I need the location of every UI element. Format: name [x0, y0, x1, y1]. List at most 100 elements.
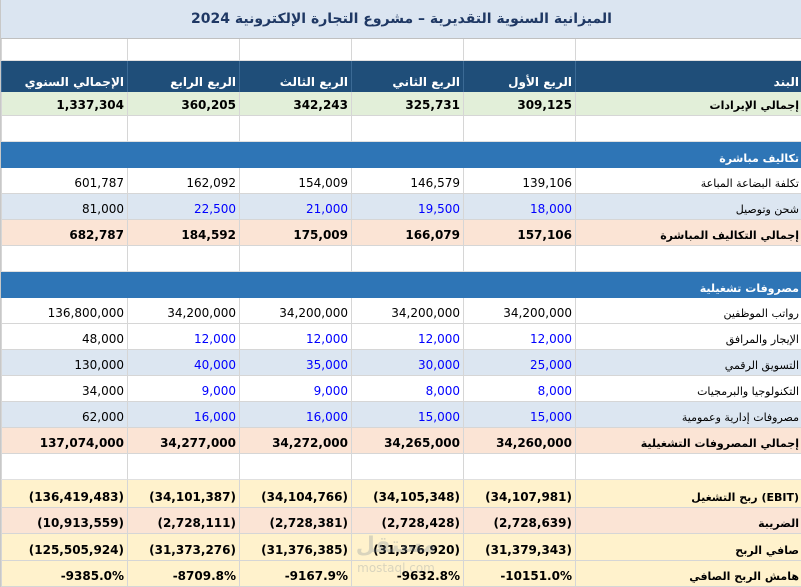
cell-value[interactable]: 15,000: [463, 402, 575, 428]
cell-value[interactable]: 34,277,000: [127, 428, 239, 454]
cell-value[interactable]: 16,000: [127, 402, 239, 428]
cell-value[interactable]: (34,105,348): [351, 480, 463, 508]
cell-value[interactable]: 22,500: [127, 194, 239, 220]
row-label[interactable]: إجمالي التكاليف المباشرة: [575, 220, 801, 246]
cell-value[interactable]: 342,243: [239, 92, 351, 116]
cell-value[interactable]: 34,272,000: [239, 428, 351, 454]
cell-value[interactable]: -8709.8%: [127, 561, 239, 587]
row-label[interactable]: هامش الربح الصافي: [575, 561, 801, 587]
cell-value[interactable]: 682,787: [1, 220, 127, 246]
cell-value[interactable]: 15,000: [351, 402, 463, 428]
cell-value[interactable]: 139,106: [463, 168, 575, 194]
table-row: الإيجار والمرافق 12,000 12,000 12,000 12…: [1, 324, 801, 350]
cell-value[interactable]: 146,579: [351, 168, 463, 194]
header-q2[interactable]: الربع الثاني: [351, 61, 463, 92]
cell-value[interactable]: 81,000: [1, 194, 127, 220]
cell-value[interactable]: (34,104,766): [239, 480, 351, 508]
row-label[interactable]: إجمالي الإيرادات: [575, 92, 801, 116]
cell-value[interactable]: 34,200,000: [239, 298, 351, 324]
cell-value[interactable]: 12,000: [351, 324, 463, 350]
cell-value[interactable]: (34,101,387): [127, 480, 239, 508]
cell-value[interactable]: (31,376,920): [351, 534, 463, 561]
title-row: الميزانية السنوية التقديرية – مشروع التج…: [1, 0, 801, 39]
header-q4[interactable]: الربع الرابع: [127, 61, 239, 92]
cell-value[interactable]: 157,106: [463, 220, 575, 246]
cell-value[interactable]: (125,505,924): [1, 534, 127, 561]
cell-value[interactable]: 8,000: [351, 376, 463, 402]
row-label[interactable]: إجمالي المصروفات التشغيلية: [575, 428, 801, 454]
cell-value[interactable]: 601,787: [1, 168, 127, 194]
section-label[interactable]: مصروفات تشغيلية: [699, 282, 799, 295]
cell-value[interactable]: 34,200,000: [351, 298, 463, 324]
cell-value[interactable]: (2,728,428): [351, 508, 463, 534]
row-label[interactable]: شحن وتوصيل: [575, 194, 801, 220]
table-row: مصروفات إدارية وعمومية 15,000 15,000 16,…: [1, 402, 801, 428]
cell-value[interactable]: 325,731: [351, 92, 463, 116]
cell-value[interactable]: 19,500: [351, 194, 463, 220]
cell-value[interactable]: 16,000: [239, 402, 351, 428]
cell-value[interactable]: 309,125: [463, 92, 575, 116]
cell-value[interactable]: 35,000: [239, 350, 351, 376]
section-label[interactable]: تكاليف مباشرة: [719, 152, 799, 165]
row-label[interactable]: رواتب الموظفين: [575, 298, 801, 324]
cell-value[interactable]: (10,913,559): [1, 508, 127, 534]
cell-value[interactable]: 34,200,000: [127, 298, 239, 324]
blank-row: [1, 39, 801, 61]
cell-value[interactable]: 34,000: [1, 376, 127, 402]
header-q1[interactable]: الربع الأول: [463, 61, 575, 92]
row-label[interactable]: تكلفة البضاعة المباعة: [575, 168, 801, 194]
cell-value[interactable]: 34,200,000: [463, 298, 575, 324]
cell-value[interactable]: (31,376,385): [239, 534, 351, 561]
cell-value[interactable]: -9167.9%: [239, 561, 351, 587]
revenue-row: إجمالي الإيرادات 309,125 325,731 342,243…: [1, 92, 801, 116]
cell-value[interactable]: 137,074,000: [1, 428, 127, 454]
cell-value[interactable]: (31,373,276): [127, 534, 239, 561]
cell-value[interactable]: 25,000: [463, 350, 575, 376]
cell-value[interactable]: -9385.0%: [1, 561, 127, 587]
cell-value[interactable]: 8,000: [463, 376, 575, 402]
cell-value[interactable]: 21,000: [239, 194, 351, 220]
cell-value[interactable]: 12,000: [463, 324, 575, 350]
cell-value[interactable]: 9,000: [239, 376, 351, 402]
cell-value[interactable]: (136,419,483): [1, 480, 127, 508]
cell-value[interactable]: 360,205: [127, 92, 239, 116]
cell-value[interactable]: 175,009: [239, 220, 351, 246]
cell-value[interactable]: 136,800,000: [1, 298, 127, 324]
header-item[interactable]: البند: [575, 61, 801, 92]
cell-value[interactable]: 18,000: [463, 194, 575, 220]
cell-value[interactable]: -10151.0%: [463, 561, 575, 587]
cell-value[interactable]: 130,000: [1, 350, 127, 376]
row-label[interactable]: صافي الربح: [575, 534, 801, 561]
row-label[interactable]: التكنولوجيا والبرمجيات: [575, 376, 801, 402]
cell-value[interactable]: -9632.8%: [351, 561, 463, 587]
cell-value[interactable]: 40,000: [127, 350, 239, 376]
row-label[interactable]: ربح التشغيل (EBIT): [575, 480, 801, 508]
cell-value[interactable]: 12,000: [127, 324, 239, 350]
header-q3[interactable]: الربع الثالث: [239, 61, 351, 92]
row-label[interactable]: التسويق الرقمي: [575, 350, 801, 376]
cell-value[interactable]: 9,000: [127, 376, 239, 402]
cell-value[interactable]: (2,728,381): [239, 508, 351, 534]
cell-value[interactable]: 166,079: [351, 220, 463, 246]
cell-value[interactable]: 48,000: [1, 324, 127, 350]
cell-value[interactable]: (2,728,111): [127, 508, 239, 534]
cell-value[interactable]: (2,728,639): [463, 508, 575, 534]
direct-total-row: إجمالي التكاليف المباشرة 157,106 166,079…: [1, 220, 801, 246]
cell-value[interactable]: 12,000: [239, 324, 351, 350]
cell-value[interactable]: 30,000: [351, 350, 463, 376]
table-row: شحن وتوصيل 18,000 19,500 21,000 22,500 8…: [1, 194, 801, 220]
row-label[interactable]: مصروفات إدارية وعمومية: [575, 402, 801, 428]
cell-value[interactable]: 34,265,000: [351, 428, 463, 454]
row-label[interactable]: الضريبة: [575, 508, 801, 534]
cell-value[interactable]: 154,009: [239, 168, 351, 194]
cell-value[interactable]: 62,000: [1, 402, 127, 428]
cell-value[interactable]: (31,379,343): [463, 534, 575, 561]
cell-value[interactable]: (34,107,981): [463, 480, 575, 508]
cell-value[interactable]: 184,592: [127, 220, 239, 246]
cell-value[interactable]: 34,260,000: [463, 428, 575, 454]
row-label[interactable]: الإيجار والمرافق: [575, 324, 801, 350]
cell-value[interactable]: 1,337,304: [1, 92, 127, 116]
cell-value[interactable]: 162,092: [127, 168, 239, 194]
header-annual[interactable]: الإجمالي السنوي: [1, 61, 127, 92]
table-row: التسويق الرقمي 25,000 30,000 35,000 40,0…: [1, 350, 801, 376]
